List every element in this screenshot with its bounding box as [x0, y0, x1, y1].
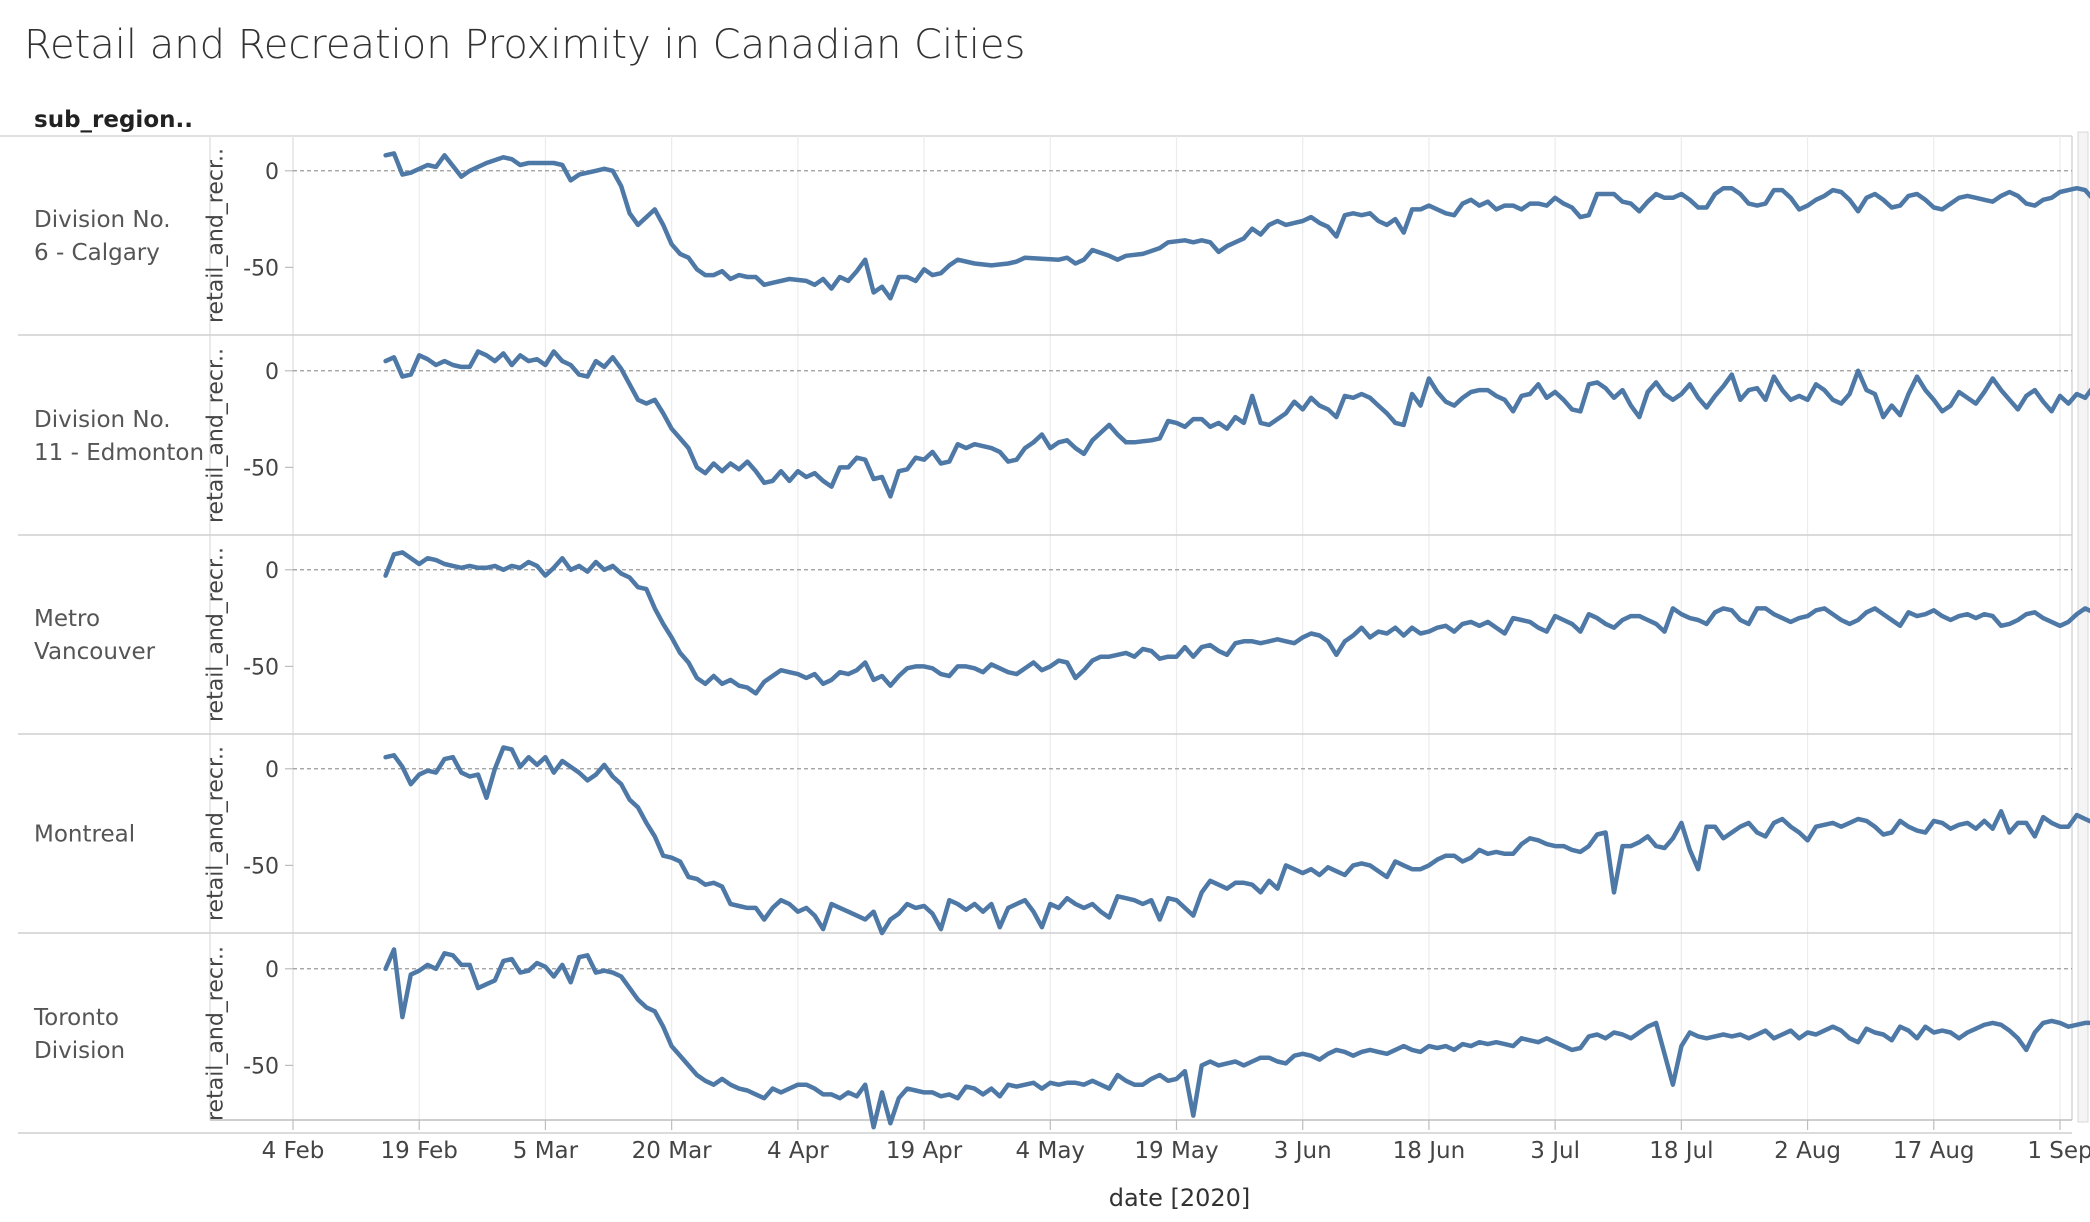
- x-axis-title: date [2020]: [1109, 1184, 1251, 1212]
- row-label: Division No. 6 - Calgary: [34, 207, 171, 266]
- row-label-line: 6 - Calgary: [34, 240, 160, 266]
- label-layer: sub_region.. 4 Feb 19 Feb 5 Mar 20 Mar 4 Apr 1…: [33, 107, 2090, 1212]
- x-tick-label: 5 Mar: [513, 1138, 579, 1164]
- chart-title: Retail and Recreation Proximity in Canad…: [24, 22, 1026, 68]
- y-tick-label: -50: [243, 854, 279, 879]
- row-label-line: Metro: [34, 606, 100, 632]
- row-label: Montreal: [34, 822, 135, 848]
- row-label: Metro Vancouver: [34, 606, 156, 665]
- series-layer: [383, 151, 2090, 1130]
- x-tick-label: 17 Aug: [1893, 1138, 1975, 1164]
- x-tick-label: 3 Jul: [1530, 1138, 1580, 1164]
- y-tick-label: 0: [265, 559, 279, 584]
- series-line: [383, 745, 2090, 936]
- y-axis-label: retail_and_recr..: [204, 746, 229, 921]
- row-label-line: Montreal: [34, 822, 135, 848]
- x-tick-label: 18 Jul: [1649, 1138, 1713, 1164]
- y-tick-label: -50: [243, 456, 279, 481]
- y-tick-label: 0: [265, 160, 279, 185]
- x-tick-label: 1 Sep: [2027, 1138, 2090, 1164]
- x-tick-label: 18 Jun: [1393, 1138, 1466, 1164]
- x-tick-label: 4 Apr: [767, 1138, 829, 1164]
- row-label-line: 11 - Edmonton: [34, 440, 204, 466]
- x-tick-label: 19 May: [1134, 1138, 1218, 1164]
- x-tick-label: 19 Apr: [886, 1138, 963, 1164]
- series-line: [383, 947, 2090, 1130]
- x-tick-label: 3 Jun: [1274, 1138, 1332, 1164]
- scrollbar-track: [2077, 131, 2089, 1123]
- y-tick-label: 0: [265, 958, 279, 983]
- row-label: Toronto Division: [33, 1005, 125, 1064]
- y-tick-label: -50: [243, 1054, 279, 1079]
- row-label: Division No. 11 - Edmonton: [34, 407, 204, 466]
- row-header-label: sub_region..: [34, 107, 193, 133]
- row-label-line: Toronto: [33, 1005, 119, 1031]
- grid-layer: [0, 131, 2089, 1134]
- x-tick-label: 20 Mar: [632, 1138, 713, 1164]
- row-label-line: Division No.: [34, 207, 171, 233]
- y-tick-label: -50: [243, 655, 279, 680]
- row-label-line: Division: [34, 1038, 125, 1064]
- series-line: [383, 151, 2090, 301]
- x-tick-label: 4 May: [1016, 1138, 1086, 1164]
- y-tick-label: 0: [265, 758, 279, 783]
- series-line: [383, 349, 2090, 499]
- x-tick-label: 4 Feb: [262, 1138, 325, 1164]
- series-line: [383, 550, 2090, 696]
- y-axis-label: retail_and_recr..: [204, 348, 229, 523]
- y-tick-label: -50: [243, 256, 279, 281]
- x-tick-label: 2 Aug: [1774, 1138, 1841, 1164]
- y-axis-label: retail_and_recr..: [204, 148, 229, 323]
- x-tick-label: 19 Feb: [381, 1138, 458, 1164]
- row-label-line: Vancouver: [34, 639, 156, 665]
- y-axis-label: retail_and_recr..: [204, 946, 229, 1121]
- y-axis-label: retail_and_recr..: [204, 547, 229, 722]
- y-tick-label: 0: [265, 360, 279, 385]
- row-label-line: Division No.: [34, 407, 171, 433]
